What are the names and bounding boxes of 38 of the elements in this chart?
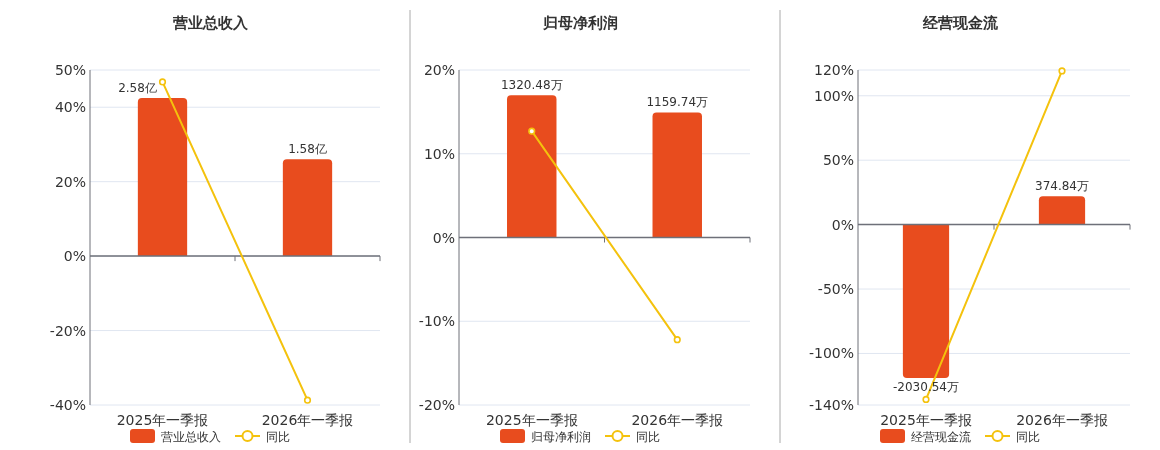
data-label: 374.84万 [1035,179,1089,194]
y-tick-label: 20% [423,62,455,78]
y-tick-label: 50% [822,152,854,169]
y-tick-label: -50% [817,281,854,298]
x-tick-label: 2026年一季报 [261,412,354,428]
y-tick-label: -20% [418,397,455,413]
y-tick-label: 0% [63,248,86,265]
y-tick-label: 50% [54,62,86,78]
y-tick-label: 10% [423,145,455,162]
x-tick-label: 2025年一季报 [116,412,209,428]
x-tick-label: 2025年一季报 [880,412,972,428]
legend-label: 营业总收入 [161,429,221,444]
data-label: 1.58亿 [288,142,327,157]
x-tick-label: 2026年一季报 [1016,412,1108,428]
y-tick-label: -40% [49,397,86,413]
legend-label: 同比 [266,429,290,444]
y-tick-label: 120% [813,62,854,78]
data-label: 1159.74万 [646,95,709,110]
legend-label: 同比 [636,429,660,444]
y-tick-label: 0% [432,229,455,246]
data-label: 1320.48万 [500,78,563,93]
y-tick-label: -100% [808,345,854,362]
x-tick-label: 2025年一季报 [485,412,578,428]
y-tick-label: -10% [418,313,455,330]
legend-label: 同比 [1016,429,1040,444]
y-tick-label: -20% [49,322,86,339]
title: 营业总收入 [172,14,248,32]
data-label: 2.58亿 [118,80,157,95]
legend-label: 经营现金流 [911,429,971,444]
y-tick-label: 20% [54,173,86,190]
legend-label: 归母净利润 [531,429,591,444]
y-tick-label: 40% [54,99,86,116]
y-tick-label: 100% [813,87,854,104]
y-tick-label: 0% [831,216,854,233]
title: 经营现金流 [922,14,998,32]
title: 归母净利润 [542,14,618,32]
x-tick-label: 2026年一季报 [631,412,724,428]
y-tick-label: -140% [808,397,854,413]
